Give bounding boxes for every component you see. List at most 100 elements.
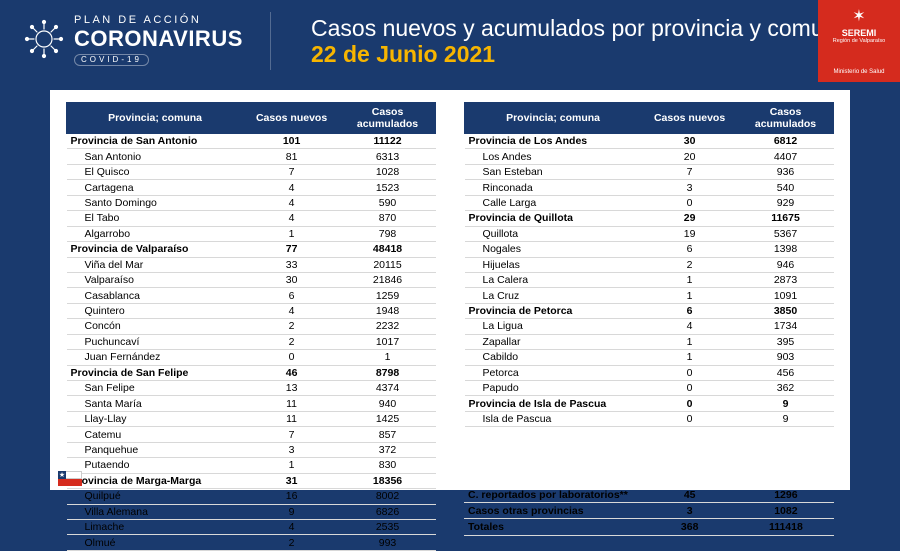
cell-name: Provincia de Isla de Pascua	[465, 396, 642, 411]
comuna-row: Nogales61398	[465, 242, 834, 257]
comuna-row: Papudo0362	[465, 381, 834, 396]
cell-acc: 18356	[340, 473, 436, 488]
logo-block: PLAN DE ACCIÓN CORONAVIRUS COVID-19	[24, 15, 270, 66]
cell-name: Olmué	[67, 535, 244, 550]
cell-new: 0	[642, 365, 738, 380]
cell-new: 16	[244, 489, 340, 504]
right-table: Provincia; comuna Casos nuevos Casos acu…	[464, 102, 834, 427]
comuna-row: Isla de Pascua09	[465, 411, 834, 426]
summary-table: C. reportados por laboratorios**451296Ca…	[464, 487, 834, 535]
cell-name: Papudo	[465, 381, 642, 396]
table-header-row: Provincia; comuna Casos nuevos Casos acu…	[67, 103, 436, 134]
cell-acc: 903	[738, 350, 834, 365]
cell-acc: 6313	[340, 149, 436, 164]
cell-acc: 4407	[738, 149, 834, 164]
cell-name: Quintero	[67, 303, 244, 318]
comuna-row: Hijuelas2946	[465, 257, 834, 272]
comuna-row: Catemu7857	[67, 427, 436, 442]
cell-acc: 1082	[738, 503, 834, 519]
cell-acc: 4374	[340, 381, 436, 396]
cell-new: 101	[244, 134, 340, 149]
cell-name: La Cruz	[465, 288, 642, 303]
cell-acc: 362	[738, 381, 834, 396]
cell-new: 6	[642, 242, 738, 257]
cell-new: 2	[642, 257, 738, 272]
province-row: Provincia de San Antonio10111122	[67, 134, 436, 149]
cell-acc: 1259	[340, 288, 436, 303]
cell-new: 0	[642, 396, 738, 411]
cell-acc: 395	[738, 334, 834, 349]
cell-new: 1	[244, 226, 340, 241]
cell-new: 2	[244, 334, 340, 349]
cell-new: 368	[642, 519, 738, 535]
cell-name: Casablanca	[67, 288, 244, 303]
chile-flag-icon: ★	[58, 471, 82, 486]
cell-acc: 8002	[340, 489, 436, 504]
comuna-row: Los Andes204407	[465, 149, 834, 164]
cell-new: 0	[642, 381, 738, 396]
summary-row: Totales368111418	[464, 519, 834, 535]
emblem-icon: ✶	[852, 6, 865, 26]
cell-name: Viña del Mar	[67, 257, 244, 272]
cell-name: Santa María	[67, 396, 244, 411]
cell-name: Provincia de Valparaíso	[67, 242, 244, 257]
cell-acc: 929	[738, 195, 834, 210]
cell-new: 7	[642, 164, 738, 179]
summary-row: Casos otras provincias31082	[464, 503, 834, 519]
cell-name: Provincia de Los Andes	[465, 134, 642, 149]
cell-acc: 940	[340, 396, 436, 411]
cell-acc: 1296	[738, 487, 834, 503]
cell-acc: 1017	[340, 334, 436, 349]
cell-name: Juan Fernández	[67, 350, 244, 365]
cell-acc: 1	[340, 350, 436, 365]
cell-name: Puchuncaví	[67, 334, 244, 349]
th-provincia: Provincia; comuna	[67, 103, 244, 134]
cell-acc: 1028	[340, 164, 436, 179]
cell-new: 33	[244, 257, 340, 272]
cell-new: 2	[244, 535, 340, 550]
cell-acc: 946	[738, 257, 834, 272]
cell-name: Panquehue	[67, 442, 244, 457]
cell-name: C. reportados por laboratorios**	[464, 487, 642, 503]
cell-acc: 9	[738, 396, 834, 411]
cell-acc: 6826	[340, 504, 436, 519]
comuna-row: Santa María11940	[67, 396, 436, 411]
cell-new: 11	[244, 396, 340, 411]
cell-name: Rinconada	[465, 180, 642, 195]
cell-acc: 1091	[738, 288, 834, 303]
cell-new: 19	[642, 226, 738, 241]
comuna-row: Rinconada3540	[465, 180, 834, 195]
cell-new: 0	[642, 411, 738, 426]
cell-name: Valparaíso	[67, 272, 244, 287]
cell-acc: 936	[738, 164, 834, 179]
cell-acc: 870	[340, 211, 436, 226]
cell-acc: 857	[340, 427, 436, 442]
covid-badge: COVID-19	[74, 54, 149, 66]
left-column: Provincia; comuna Casos nuevos Casos acu…	[66, 102, 436, 480]
cell-acc: 1948	[340, 303, 436, 318]
cell-acc: 1523	[340, 180, 436, 195]
cell-name: Provincia de San Antonio	[67, 134, 244, 149]
comuna-row: El Tabo4870	[67, 211, 436, 226]
cell-acc: 3850	[738, 303, 834, 318]
cell-acc: 2535	[340, 519, 436, 534]
comuna-row: La Ligua41734	[465, 319, 834, 334]
cell-new: 11	[244, 411, 340, 426]
cell-new: 3	[642, 503, 738, 519]
cell-acc: 372	[340, 442, 436, 457]
cell-acc: 111418	[738, 519, 834, 535]
comuna-row: Viña del Mar3320115	[67, 257, 436, 272]
seremi-badge: ✶ SEREMI Región de Valparaíso Ministerio…	[818, 0, 900, 82]
comuna-row: Putaendo1830	[67, 458, 436, 473]
cell-name: El Tabo	[67, 211, 244, 226]
logo-text: PLAN DE ACCIÓN CORONAVIRUS COVID-19	[74, 15, 243, 66]
cell-name: Casos otras provincias	[464, 503, 642, 519]
cell-acc: 1425	[340, 411, 436, 426]
comuna-row: Limache42535	[67, 519, 436, 534]
cell-acc: 21846	[340, 272, 436, 287]
cell-name: Limache	[67, 519, 244, 534]
cell-new: 1	[642, 350, 738, 365]
cell-name: Provincia de Petorca	[465, 303, 642, 318]
comuna-row: Concón22232	[67, 319, 436, 334]
right-column: Provincia; comuna Casos nuevos Casos acu…	[464, 102, 834, 480]
